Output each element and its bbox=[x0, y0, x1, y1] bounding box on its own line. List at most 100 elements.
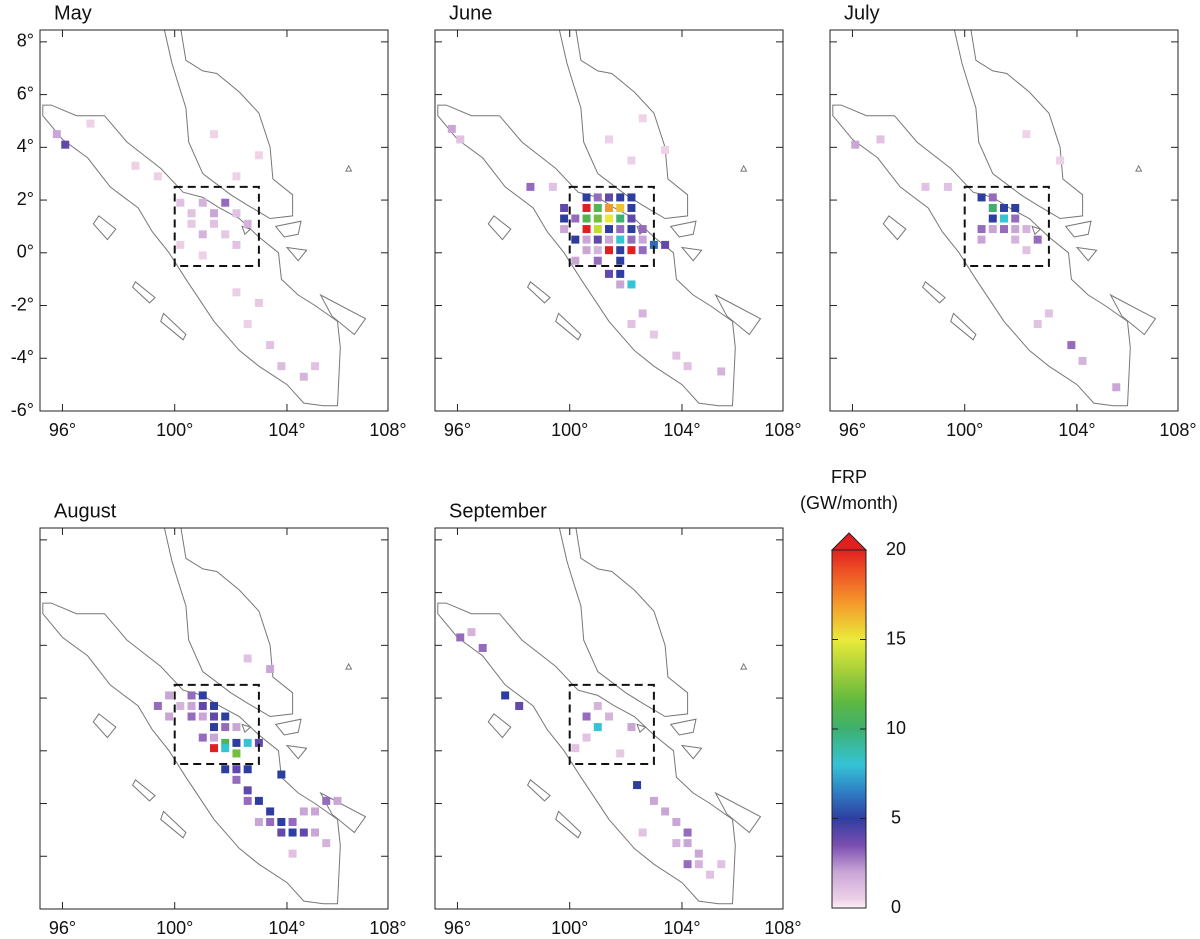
coastline bbox=[832, 104, 1131, 407]
frp-cell bbox=[683, 860, 692, 869]
coastline bbox=[92, 713, 117, 739]
frp-cell bbox=[176, 240, 185, 249]
coastline bbox=[319, 293, 367, 336]
frp-cell bbox=[672, 817, 681, 826]
frp-cell bbox=[198, 230, 207, 239]
coastline bbox=[163, 528, 294, 718]
coastline bbox=[387, 321, 388, 325]
map-panel: June 96° 100° 104° 108° bbox=[434, 2, 802, 440]
map-area bbox=[437, 30, 783, 407]
x-tick-label: 100° bbox=[946, 420, 983, 440]
frp-cell bbox=[582, 214, 591, 223]
frp-cell bbox=[582, 246, 591, 255]
x-tick-label: 96° bbox=[49, 420, 76, 440]
frp-cell bbox=[277, 770, 286, 779]
frp-cell bbox=[977, 193, 986, 202]
frp-cell bbox=[605, 193, 613, 202]
coastline bbox=[680, 744, 703, 760]
frp-cell bbox=[988, 203, 997, 212]
map-panel: September 96° 100° 104° 108° bbox=[434, 500, 802, 938]
frp-cell bbox=[571, 256, 580, 265]
frp-cell bbox=[176, 198, 185, 207]
frp-cell bbox=[288, 849, 297, 858]
frp-cell bbox=[210, 701, 218, 710]
x-tick-label: 108° bbox=[1159, 420, 1196, 440]
coastline bbox=[740, 164, 748, 172]
frp-cell bbox=[1056, 156, 1065, 165]
map-area bbox=[42, 30, 388, 407]
frp-cell bbox=[627, 156, 636, 165]
frp-cell bbox=[582, 712, 591, 721]
map-panel: August 96° 100° 104° 108° bbox=[39, 500, 407, 938]
coastline bbox=[1177, 321, 1178, 325]
frp-cell bbox=[988, 225, 997, 234]
frp-cell bbox=[232, 172, 241, 181]
frp-cell bbox=[198, 733, 207, 742]
frp-cell bbox=[232, 723, 241, 732]
frp-cell bbox=[661, 240, 670, 249]
frp-cell bbox=[232, 288, 241, 297]
map-area bbox=[42, 528, 388, 905]
frp-cell bbox=[232, 240, 241, 249]
colorbar-tick-label: 5 bbox=[891, 807, 901, 827]
frp-cell bbox=[515, 701, 524, 710]
frp-cell bbox=[605, 235, 613, 244]
region-box bbox=[568, 185, 655, 267]
x-tick-label: 108° bbox=[764, 420, 801, 440]
frp-cell bbox=[593, 256, 602, 265]
frp-cell bbox=[266, 665, 275, 674]
frame bbox=[39, 29, 389, 412]
coastline bbox=[669, 718, 697, 736]
frp-cell bbox=[851, 140, 860, 149]
frp-cell bbox=[605, 712, 613, 721]
frp-cell bbox=[638, 114, 647, 123]
frp-cell bbox=[243, 796, 252, 805]
coastline bbox=[636, 723, 647, 734]
frp-cell bbox=[593, 214, 602, 223]
frp-cell bbox=[288, 817, 297, 826]
frp-cell bbox=[627, 319, 636, 328]
coastline bbox=[437, 104, 736, 407]
frp-cell bbox=[649, 796, 658, 805]
frp-cell bbox=[1022, 225, 1031, 234]
x-tick-label: 100° bbox=[551, 918, 588, 938]
frp-cell bbox=[627, 235, 636, 244]
frp-cell bbox=[165, 712, 174, 721]
coastline bbox=[1064, 220, 1092, 238]
frp-cell bbox=[198, 251, 207, 260]
colorbar-tick-label: 0 bbox=[891, 897, 901, 917]
frp-cell bbox=[131, 161, 140, 170]
panel-title: August bbox=[54, 500, 117, 522]
frp-cell bbox=[616, 256, 625, 265]
coastline bbox=[782, 321, 783, 325]
coastline bbox=[274, 718, 302, 736]
frp-cell bbox=[627, 246, 636, 255]
frp-cell bbox=[254, 796, 263, 805]
frp-cell bbox=[1011, 214, 1020, 223]
y-tick-label: 4° bbox=[17, 136, 34, 156]
frp-cell bbox=[198, 712, 207, 721]
panel-title: May bbox=[54, 2, 92, 24]
frp-cell bbox=[694, 849, 703, 858]
frp-cell bbox=[638, 225, 647, 234]
coastline bbox=[285, 246, 308, 262]
map-panel: May 96° 100° 104° 108° 8° 6° 4° 2° 0° -2° -4° -6° bbox=[11, 2, 407, 439]
frp-cell bbox=[571, 214, 580, 223]
frp-cell bbox=[467, 628, 476, 637]
frp-cell bbox=[605, 135, 613, 144]
frp-cell bbox=[277, 828, 286, 837]
y-tick-label: -2° bbox=[11, 294, 34, 314]
frp-cell bbox=[165, 691, 174, 700]
frp-cell bbox=[232, 765, 241, 774]
frp-cell bbox=[187, 701, 196, 710]
frp-cell bbox=[605, 269, 613, 278]
frp-cell bbox=[322, 839, 331, 848]
x-tick-label: 108° bbox=[369, 420, 406, 440]
frp-cell bbox=[456, 135, 465, 144]
coastline bbox=[669, 220, 697, 238]
frp-cell bbox=[638, 235, 647, 244]
frp-cell bbox=[672, 839, 681, 848]
coastline bbox=[740, 662, 748, 670]
frp-cell bbox=[582, 733, 591, 742]
frp-cell bbox=[210, 209, 218, 218]
